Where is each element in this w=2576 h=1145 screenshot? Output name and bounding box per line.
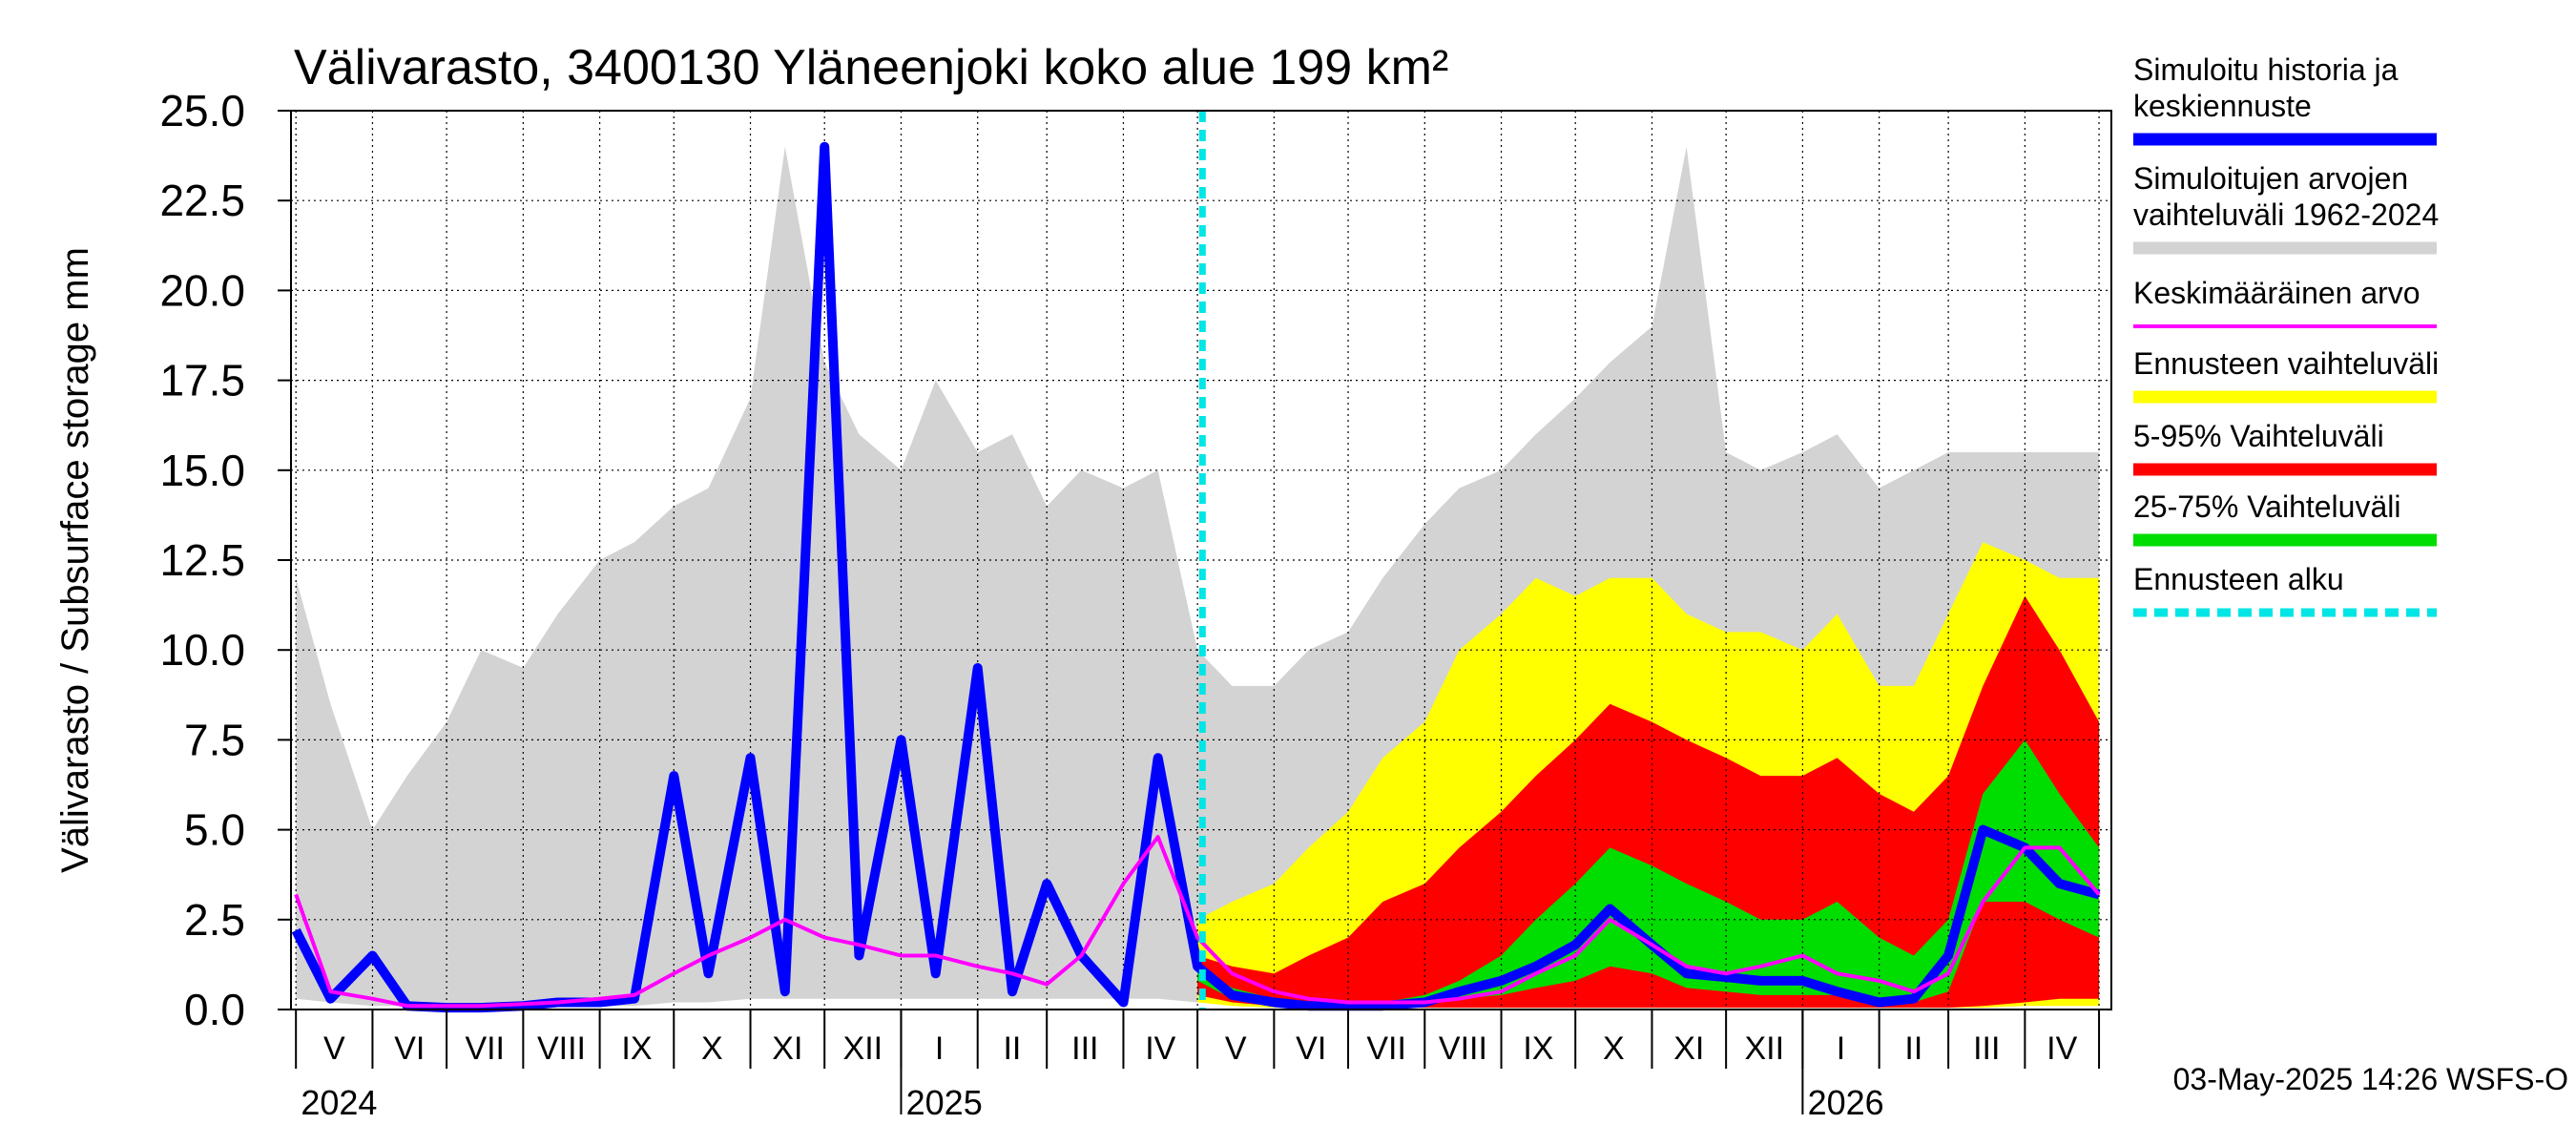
band-25-75-vaihteluv-li bbox=[1197, 739, 2100, 1007]
y-tick-label: 22.5 bbox=[159, 176, 245, 225]
legend-label: Ennusteen vaihteluväli bbox=[2133, 346, 2439, 381]
month-label: I bbox=[935, 1030, 944, 1067]
x-axis: V VI VII VIII IX X XI XII I II III IV V VI VII VIII IX X X… bbox=[295, 1010, 2101, 1122]
month-label: II bbox=[1904, 1030, 1922, 1067]
legend: Simuloitu historia ja keskiennuste Simuloi… bbox=[2133, 52, 2439, 617]
month-label: VII bbox=[1366, 1030, 1406, 1067]
month-label: VIII bbox=[537, 1030, 586, 1067]
y-tick-label: 15.0 bbox=[159, 446, 245, 495]
month-label: XII bbox=[843, 1030, 883, 1067]
month-label: III bbox=[1071, 1030, 1098, 1067]
legend-item-simuloitu-historia-ja-keskiennuste: Simuloitu historia ja keskiennuste bbox=[2133, 52, 2437, 146]
y-axis-label: Välivarasto / Subsurface storage mm bbox=[54, 247, 96, 873]
line-mean-value bbox=[294, 835, 2101, 1009]
series-lines bbox=[291, 111, 2101, 1013]
month-label: VI bbox=[1296, 1030, 1326, 1067]
legend-label: Simuloitujen arvojen vaihteluväli 1962-20… bbox=[2133, 161, 2439, 232]
y-tick-label: 7.5 bbox=[184, 715, 245, 764]
band-5-95-vaihteluv-li bbox=[1197, 595, 2100, 1009]
month-label: X bbox=[1603, 1030, 1625, 1067]
month-label: V bbox=[323, 1030, 345, 1067]
month-label: III bbox=[1973, 1030, 2000, 1067]
legend-item-keskim-r-inen-arvo: Keskimääräinen arvo bbox=[2133, 276, 2437, 328]
legend-item-ennusteen-vaihteluv-li: Ennusteen vaihteluväli bbox=[2133, 346, 2439, 404]
y-tick-label: 10.0 bbox=[159, 625, 245, 675]
footer-timestamp: 03-May-2025 14:26 WSFS-O bbox=[2173, 1062, 2568, 1096]
year-label: 2026 bbox=[1808, 1083, 1884, 1122]
year-label: 2025 bbox=[906, 1083, 983, 1122]
month-label: I bbox=[1837, 1030, 1845, 1067]
chart-title: Välivarasto, 3400130 Yläneenjoki koko al… bbox=[294, 40, 1448, 95]
month-label: IX bbox=[621, 1030, 652, 1067]
y-tick-label: 25.0 bbox=[159, 86, 245, 135]
month-label: IV bbox=[2046, 1030, 2077, 1067]
y-tick-label: 0.0 bbox=[184, 985, 245, 1034]
legend-item-5-95-vaihteluv-li: 5-95% Vaihteluväli bbox=[2133, 419, 2437, 476]
y-tick-label: 5.0 bbox=[184, 805, 245, 855]
month-label: VIII bbox=[1439, 1030, 1487, 1067]
y-tick-label: 2.5 bbox=[184, 895, 245, 945]
month-label: II bbox=[1003, 1030, 1021, 1067]
month-label: VII bbox=[465, 1030, 505, 1067]
legend-label: 5-95% Vaihteluväli bbox=[2133, 419, 2384, 453]
legend-label: Keskimääräinen arvo bbox=[2133, 276, 2420, 310]
month-label: VI bbox=[394, 1030, 425, 1067]
y-axis: 0.0 2.5 5.0 7.5 10.0 12.5 15.0 17.5 20.0 22.5 25.0 bbox=[159, 86, 291, 1034]
month-label: IX bbox=[1523, 1030, 1553, 1067]
y-tick-label: 17.5 bbox=[159, 356, 245, 406]
legend-item-simuloitujen-arvojen-vaihteluv-li-1962-2024: Simuloitujen arvojen vaihteluväli 1962-20… bbox=[2133, 161, 2439, 255]
legend-label: Simuloitu historia ja keskiennuste bbox=[2133, 52, 2399, 123]
month-label: X bbox=[701, 1030, 723, 1067]
legend-item-25-75-vaihteluv-li: 25-75% Vaihteluväli bbox=[2133, 489, 2437, 547]
legend-label: Ennusteen alku bbox=[2133, 562, 2344, 596]
month-label: IV bbox=[1145, 1030, 1175, 1067]
month-label: XI bbox=[772, 1030, 802, 1067]
month-label: V bbox=[1225, 1030, 1247, 1067]
legend-item-ennusteen-alku: Ennusteen alku bbox=[2133, 562, 2437, 617]
line-simulated-history bbox=[291, 141, 2101, 1013]
legend-label: 25-75% Vaihteluväli bbox=[2133, 489, 2400, 524]
y-tick-label: 12.5 bbox=[159, 535, 245, 585]
month-label: XI bbox=[1673, 1030, 1704, 1067]
y-tick-label: 20.0 bbox=[159, 265, 245, 315]
month-label: XII bbox=[1744, 1030, 1784, 1067]
year-label: 2024 bbox=[301, 1083, 377, 1122]
